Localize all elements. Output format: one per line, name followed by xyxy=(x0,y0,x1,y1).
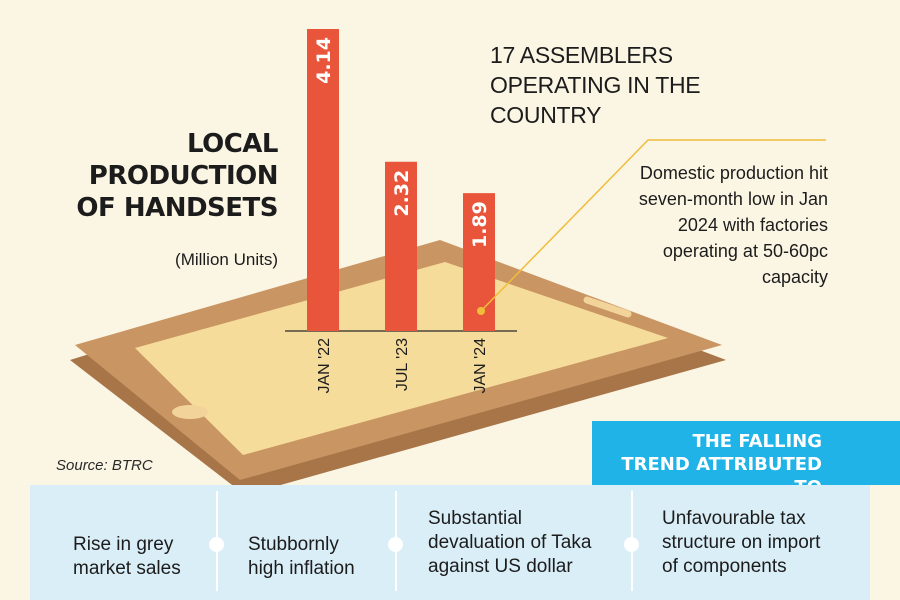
tick-label-jul-23: JUL '23 xyxy=(394,338,411,391)
separator-dot xyxy=(209,537,224,552)
trend-banner-line-1: THE FALLING xyxy=(692,431,822,452)
reason-line: against US dollar xyxy=(428,556,573,577)
separator-dot xyxy=(624,537,639,552)
reason-line: of components xyxy=(662,556,787,577)
separator-dot xyxy=(388,537,403,552)
value-label-jul-23: 2.32 xyxy=(391,170,413,217)
reason-inflation: Stubbornly high inflation xyxy=(248,533,355,581)
reason-tax-structure: Unfavourable tax structure on import of … xyxy=(662,507,820,579)
reasons-panel: Rise in grey market sales Stubbornly hig… xyxy=(30,485,870,600)
annotation-text: Domestic production hit seven-month low … xyxy=(638,163,828,287)
reason-line: structure on import xyxy=(662,532,821,553)
tick-label-jan-24: JAN '24 xyxy=(472,338,489,394)
annotation-marker-dot xyxy=(477,307,485,315)
chart-title: LOCAL PRODUCTION OF HANDSETS xyxy=(76,129,278,223)
phone-speaker xyxy=(583,296,632,318)
reason-line: Unfavourable tax xyxy=(662,508,806,529)
source-note: Source: BTRC xyxy=(56,457,153,474)
bar-jul-23 xyxy=(385,161,417,331)
phone-screen xyxy=(135,262,668,455)
bar-jan-22 xyxy=(307,29,339,331)
reason-grey-market: Rise in grey market sales xyxy=(73,533,181,581)
value-label-jan-22: 4.14 xyxy=(313,37,335,84)
reason-line: high inflation xyxy=(248,558,355,579)
assemblers-headline: 17 ASSEMBLERS OPERATING IN THE COUNTRY xyxy=(490,42,701,128)
reason-line: devaluation of Taka xyxy=(428,532,592,553)
reason-line: Stubbornly xyxy=(248,534,339,555)
reason-line: Rise in grey xyxy=(73,534,174,555)
tick-label-jan-22: JAN '22 xyxy=(316,338,333,394)
trend-banner: THE FALLING TREND ATTRIBUTED TO xyxy=(592,421,900,498)
phone-home-button xyxy=(172,405,208,419)
chart-subtitle: (Million Units) xyxy=(175,250,278,269)
reason-taka-devaluation: Substantial devaluation of Taka against … xyxy=(428,507,591,579)
value-label-jan-24: 1.89 xyxy=(469,201,491,248)
annotation-leader-line xyxy=(480,139,826,312)
reason-line: market sales xyxy=(73,558,181,579)
reason-line: Substantial xyxy=(428,508,523,529)
